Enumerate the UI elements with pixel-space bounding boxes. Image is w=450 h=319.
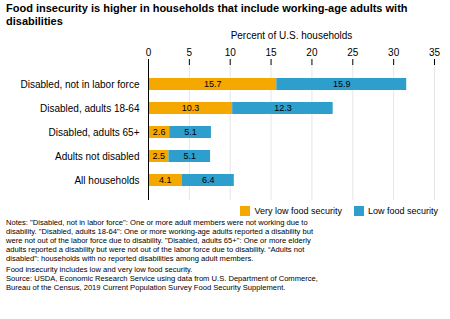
svg-text:All households: All households bbox=[74, 175, 139, 186]
svg-text:35: 35 bbox=[429, 47, 441, 58]
svg-text:5.1: 5.1 bbox=[184, 127, 197, 137]
html-text:Bureau of the Census, 2019 Cur: Bureau of the Census, 2019 Current Popul… bbox=[6, 283, 286, 292]
html-text:Source: USDA, Economic Researc: Source: USDA, Economic Research Service … bbox=[6, 274, 318, 283]
svg-text:Disabled, adults 65+: Disabled, adults 65+ bbox=[49, 127, 140, 138]
svg-text:Disabled, adults 18-64: Disabled, adults 18-64 bbox=[40, 103, 140, 114]
svg-text:15.9: 15.9 bbox=[333, 79, 351, 89]
svg-text:Adults not disabled: Adults not disabled bbox=[55, 151, 140, 162]
html-text:Notes: "Disabled, not in labor: Notes: "Disabled, not in labor force": O… bbox=[6, 218, 308, 227]
html-text:adults reported a disability b: adults reported a disability but were no… bbox=[6, 245, 305, 254]
svg-text:12.3: 12.3 bbox=[274, 103, 292, 113]
svg-text:4.1: 4.1 bbox=[159, 175, 172, 185]
html-text:were not out of the labor forc: were not out of the labor force due to d… bbox=[6, 236, 311, 245]
svg-text:10: 10 bbox=[225, 47, 237, 58]
svg-text:0: 0 bbox=[146, 47, 152, 58]
svg-text:5: 5 bbox=[187, 47, 193, 58]
svg-text:10.3: 10.3 bbox=[182, 103, 200, 113]
svg-text:Percent of U.S. households: Percent of U.S. households bbox=[231, 30, 353, 41]
svg-text:2.5: 2.5 bbox=[152, 151, 165, 161]
svg-text:30: 30 bbox=[388, 47, 400, 58]
svg-text:5.1: 5.1 bbox=[184, 151, 197, 161]
svg-text:20: 20 bbox=[306, 47, 318, 58]
svg-text:15: 15 bbox=[266, 47, 278, 58]
html-text:Food insecurity is higher in h: Food insecurity is higher in households … bbox=[6, 2, 408, 27]
svg-text:6.4: 6.4 bbox=[202, 175, 215, 185]
svg-text:2.6: 2.6 bbox=[153, 127, 166, 137]
html-text:Low food security: Low food security bbox=[368, 206, 438, 216]
svg-text:25: 25 bbox=[347, 47, 359, 58]
html-text:disabled”: households with no: disabled”: households with no reported d… bbox=[6, 254, 254, 263]
html-text:disability. "Disabled, adults: disability. "Disabled, adults 18-64": On… bbox=[6, 227, 314, 236]
html-text:Very low food security: Very low food security bbox=[254, 206, 342, 216]
svg-text:Disabled, not in labor force: Disabled, not in labor force bbox=[21, 79, 140, 90]
html-text:Food insecurity includes low a: Food insecurity includes low and very lo… bbox=[6, 265, 193, 274]
svg-text:15.7: 15.7 bbox=[204, 79, 222, 89]
